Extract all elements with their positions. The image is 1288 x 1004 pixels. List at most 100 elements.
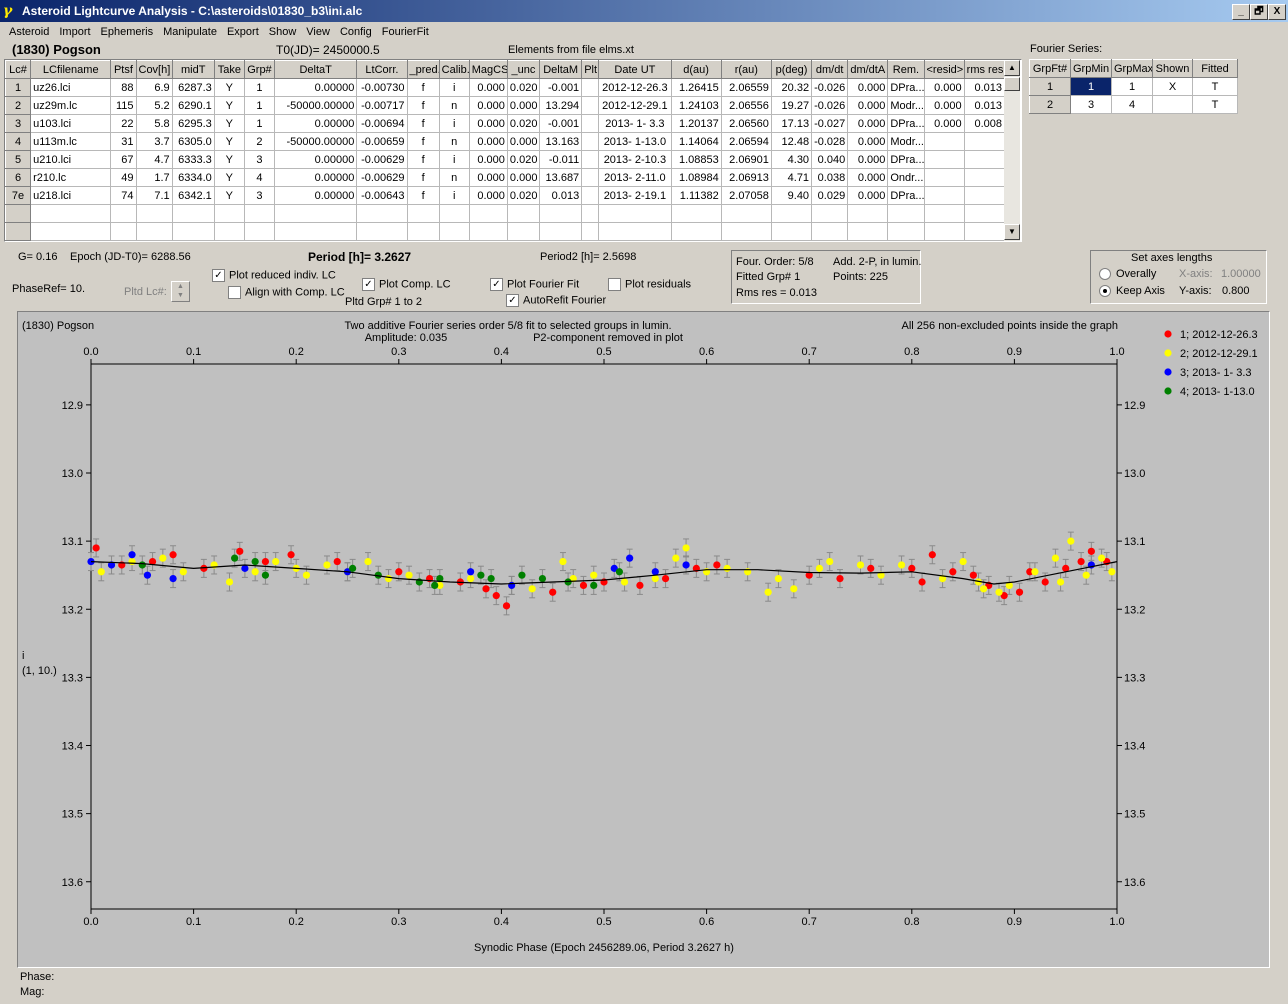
- table-cell[interactable]: 0.00000: [274, 114, 358, 133]
- table-cell[interactable]: 0.000: [468, 114, 508, 133]
- empty-table-row[interactable]: [5, 222, 1006, 241]
- table-cell[interactable]: [581, 186, 600, 205]
- table-cell[interactable]: 0.038: [811, 168, 849, 187]
- table-cell[interactable]: X: [1152, 77, 1193, 96]
- table-cell[interactable]: f: [406, 96, 440, 115]
- table-cell[interactable]: 1.11382: [670, 186, 722, 205]
- table-cell[interactable]: [539, 222, 583, 241]
- phaseref-value[interactable]: PhaseRef= 10.: [12, 283, 86, 295]
- table-cell[interactable]: f: [406, 132, 440, 151]
- table-cell[interactable]: n: [438, 132, 470, 151]
- minimize-button[interactable]: _: [1232, 4, 1250, 20]
- column-header[interactable]: DeltaM: [539, 60, 583, 79]
- column-header[interactable]: Take: [213, 60, 245, 79]
- table-cell[interactable]: Y: [213, 78, 245, 97]
- group-number[interactable]: 1: [1029, 77, 1071, 96]
- table-cell[interactable]: 0.00000: [274, 186, 358, 205]
- table-cell[interactable]: 2012-12-29.1: [598, 96, 672, 115]
- table-cell[interactable]: 1: [243, 114, 276, 133]
- table-cell[interactable]: [670, 204, 722, 223]
- table-cell[interactable]: 2.06559: [720, 78, 772, 97]
- period2-value[interactable]: Period2 [h]= 2.5698: [540, 251, 637, 263]
- plot-fourier-checkbox[interactable]: ✓ Plot Fourier Fit: [490, 278, 579, 291]
- table-cell[interactable]: [598, 222, 672, 241]
- column-header[interactable]: Date UT: [598, 60, 672, 79]
- table-cell[interactable]: [923, 132, 965, 151]
- table-cell[interactable]: 0.020: [506, 114, 541, 133]
- table-cell[interactable]: 4.7: [135, 150, 173, 169]
- table-cell[interactable]: 3: [1070, 95, 1112, 114]
- menu-asteroid[interactable]: Asteroid: [9, 26, 50, 38]
- column-header[interactable]: midT: [171, 60, 215, 79]
- table-cell[interactable]: [135, 204, 173, 223]
- table-cell[interactable]: u103.lci: [30, 114, 112, 133]
- table-cell[interactable]: [887, 204, 925, 223]
- table-cell[interactable]: 7.1: [135, 186, 173, 205]
- table-cell[interactable]: [847, 222, 889, 241]
- table-cell[interactable]: 0.000: [847, 114, 889, 133]
- plot-comp-checkbox[interactable]: ✓ Plot Comp. LC: [362, 278, 451, 291]
- table-cell[interactable]: [581, 168, 600, 187]
- table-cell[interactable]: [438, 222, 470, 241]
- table-cell[interactable]: 0.013: [963, 96, 1006, 115]
- column-header[interactable]: LtCorr.: [356, 60, 408, 79]
- table-cell[interactable]: -0.026: [811, 96, 849, 115]
- table-cell[interactable]: [171, 204, 215, 223]
- table-cell[interactable]: DPra...: [887, 186, 925, 205]
- row-number[interactable]: 3: [5, 114, 32, 133]
- table-cell[interactable]: f: [406, 186, 440, 205]
- table-cell[interactable]: [847, 204, 889, 223]
- plot-residuals-checkbox[interactable]: Plot residuals: [608, 278, 691, 291]
- table-cell[interactable]: 4: [243, 168, 276, 187]
- column-header[interactable]: r(au): [720, 60, 772, 79]
- table-cell[interactable]: 1: [243, 96, 276, 115]
- menu-fourierfit[interactable]: FourierFit: [381, 26, 429, 38]
- table-cell[interactable]: 13.294: [539, 96, 583, 115]
- table-cell[interactable]: 31: [110, 132, 137, 151]
- table-cell[interactable]: -0.026: [811, 78, 849, 97]
- table-cell[interactable]: Y: [213, 114, 245, 133]
- table-cell[interactable]: DPra...: [887, 78, 925, 97]
- table-cell[interactable]: [923, 150, 965, 169]
- lightcurve-chart[interactable]: (1830) Pogson Two additive Fourier series…: [18, 312, 1269, 967]
- column-header[interactable]: Fitted: [1192, 59, 1238, 78]
- table-cell[interactable]: 2013- 1- 3.3: [598, 114, 672, 133]
- table-cell[interactable]: [770, 222, 813, 241]
- menu-view[interactable]: View: [306, 26, 330, 38]
- table-cell[interactable]: T: [1192, 77, 1238, 96]
- table-cell[interactable]: Ondr...: [887, 168, 925, 187]
- table-cell[interactable]: [5, 222, 32, 241]
- column-header[interactable]: MagCS: [468, 60, 508, 79]
- keep-axis-radio[interactable]: Keep Axis: [1099, 285, 1165, 298]
- table-cell[interactable]: 0.00000: [274, 168, 358, 187]
- column-header[interactable]: dm/dtA: [847, 60, 889, 79]
- table-cell[interactable]: [243, 222, 276, 241]
- table-cell[interactable]: 49: [110, 168, 137, 187]
- table-cell[interactable]: [811, 204, 849, 223]
- table-cell[interactable]: u218.lci: [30, 186, 112, 205]
- table-cell[interactable]: -0.00629: [356, 150, 408, 169]
- row-number[interactable]: 1: [5, 78, 32, 97]
- table-cell[interactable]: -50000.00000: [274, 132, 358, 151]
- table-cell[interactable]: [811, 222, 849, 241]
- column-header[interactable]: _pred.: [406, 60, 440, 79]
- table-cell[interactable]: [923, 222, 965, 241]
- yaxis-value[interactable]: 0.800: [1222, 285, 1250, 297]
- table-cell[interactable]: 0.020: [506, 150, 541, 169]
- table-cell[interactable]: [135, 222, 173, 241]
- table-cell[interactable]: DPra...: [887, 114, 925, 133]
- table-cell[interactable]: 6287.3: [171, 78, 215, 97]
- scroll-thumb[interactable]: [1004, 77, 1020, 91]
- table-cell[interactable]: 0.000: [468, 168, 508, 187]
- table-cell[interactable]: 0.000: [468, 132, 508, 151]
- table-cell[interactable]: 22: [110, 114, 137, 133]
- column-header[interactable]: GrpFt#: [1029, 59, 1071, 78]
- table-cell[interactable]: 0.000: [468, 78, 508, 97]
- table-cell[interactable]: [670, 222, 722, 241]
- table-cell[interactable]: [963, 168, 1006, 187]
- table-cell[interactable]: Y: [213, 168, 245, 187]
- table-cell[interactable]: 19.27: [770, 96, 813, 115]
- plot-reduced-checkbox[interactable]: ✓ Plot reduced indiv. LC: [212, 269, 336, 282]
